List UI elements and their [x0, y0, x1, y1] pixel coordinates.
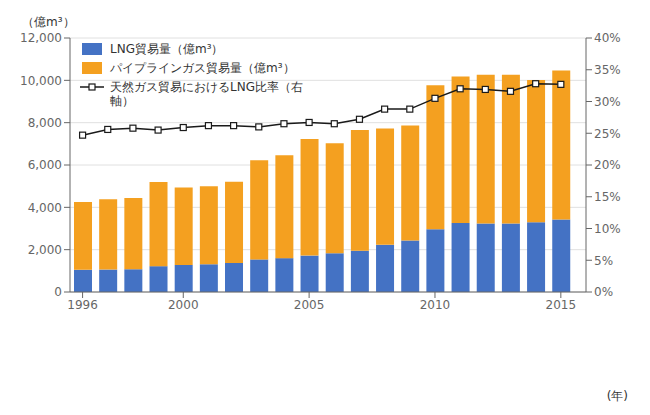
- html-text:天然ガス貿易におけるLNG比率（右: 天然ガス貿易におけるLNG比率（右: [110, 80, 303, 94]
- svg-text:10,000: 10,000: [20, 74, 62, 88]
- html-text:軸）: 軸）: [110, 94, 134, 108]
- svg-text:2015: 2015: [546, 298, 577, 312]
- html-text:(年): (年): [606, 389, 628, 403]
- svg-text:2000: 2000: [168, 298, 199, 312]
- svg-text:20%: 20%: [594, 158, 621, 172]
- svg-text:25%: 25%: [594, 127, 621, 141]
- svg-text:12,000: 12,000: [20, 31, 62, 45]
- svg-text:0%: 0%: [594, 285, 613, 299]
- svg-text:5%: 5%: [594, 254, 613, 268]
- svg-text:4,000: 4,000: [28, 201, 62, 215]
- svg-text:0: 0: [54, 285, 62, 299]
- svg-text:30%: 30%: [594, 95, 621, 109]
- svg-text:10%: 10%: [594, 222, 621, 236]
- html-text:LNG貿易量（億m³）: LNG貿易量（億m³）: [110, 42, 224, 56]
- html-text:パイプラインガス貿易量（億m³）: パイプラインガス貿易量（億m³）: [110, 61, 295, 75]
- svg-text:6,000: 6,000: [28, 158, 62, 172]
- html-text:（億m³）: （億m³）: [22, 15, 75, 29]
- svg-text:1996: 1996: [67, 298, 98, 312]
- svg-text:35%: 35%: [594, 63, 621, 77]
- svg-text:40%: 40%: [594, 31, 621, 45]
- svg-text:8,000: 8,000: [28, 116, 62, 130]
- svg-text:2,000: 2,000: [28, 243, 62, 257]
- svg-text:2010: 2010: [420, 298, 451, 312]
- svg-text:2005: 2005: [294, 298, 325, 312]
- svg-text:15%: 15%: [594, 190, 621, 204]
